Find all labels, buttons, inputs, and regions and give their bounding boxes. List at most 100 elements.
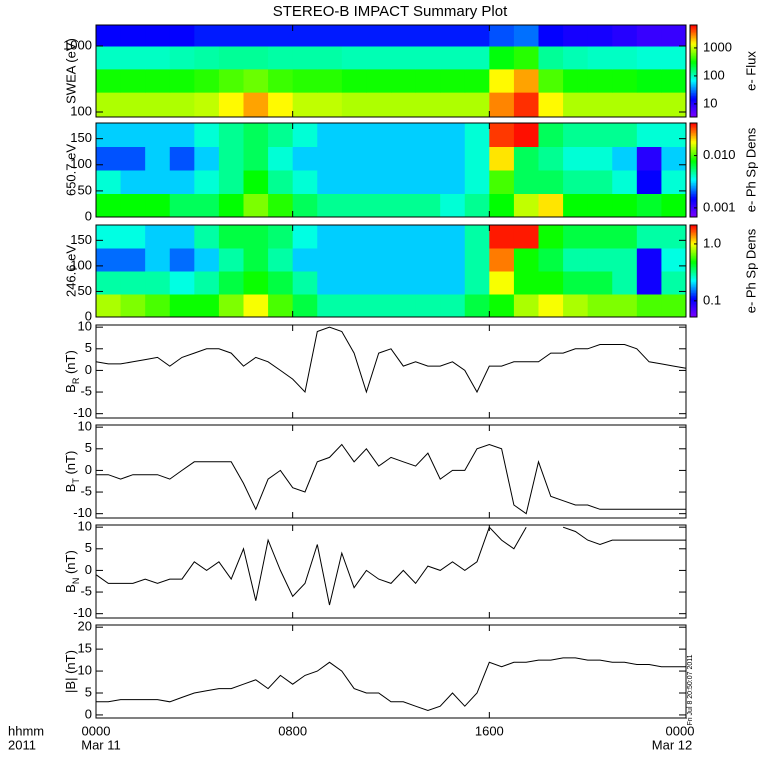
heatmap-cell — [243, 123, 269, 147]
heatmap-cell — [194, 146, 220, 171]
colorbar-swatch — [690, 174, 697, 177]
colorbar-swatch — [690, 64, 697, 67]
colorbar-swatch — [690, 173, 697, 176]
heatmap-cell — [169, 68, 195, 93]
colorbar-swatch — [690, 284, 697, 287]
heatmap-cell — [218, 193, 244, 218]
heatmap-cell — [538, 146, 564, 171]
heatmap-cell — [366, 248, 392, 272]
data-line — [96, 657, 686, 712]
colorbar-swatch — [690, 26, 697, 29]
colorbar-swatch — [690, 40, 697, 43]
colorbar-swatch — [690, 140, 697, 143]
panel-frame — [95, 324, 687, 419]
heatmap-cell — [218, 146, 244, 171]
colorbar-swatch — [690, 290, 697, 293]
heatmap-cell — [415, 225, 441, 249]
colorbar-swatch — [690, 58, 697, 61]
heatmap-cell — [538, 193, 564, 218]
heatmap-cell — [96, 271, 122, 295]
heatmap-cell — [612, 25, 638, 47]
colorbar-swatch — [690, 100, 697, 103]
colorbar-swatch — [690, 255, 697, 258]
heatmap-cell — [489, 248, 515, 272]
heatmap-cell — [145, 248, 171, 272]
heatmap-cell — [587, 92, 613, 118]
colorbar-swatch — [690, 246, 697, 249]
heatmap-cell — [341, 146, 367, 171]
colorbar-swatch — [690, 126, 697, 129]
heatmap-cell — [96, 25, 122, 47]
colorbar-swatch — [690, 295, 697, 298]
x-row-label: 2011 — [8, 737, 36, 752]
heatmap-cell — [292, 68, 318, 93]
colorbar-swatch — [690, 257, 697, 260]
heatmap-cell — [464, 170, 490, 194]
heatmap-cell — [563, 92, 589, 118]
y-tick-label: -10 — [73, 505, 92, 520]
y-axis-label-unit: (nT) — [63, 650, 78, 677]
heatmap-cell — [169, 225, 195, 249]
heatmap-cell — [391, 146, 417, 171]
colorbar-swatch — [690, 201, 697, 204]
heatmap-cell — [612, 225, 638, 249]
y-axis-label-unit: (nT) — [63, 451, 78, 478]
colorbar-swatch — [690, 138, 697, 141]
heatmap-cell — [612, 271, 638, 295]
heatmap-cell — [636, 271, 662, 295]
heatmap-cell — [391, 92, 417, 118]
heatmap-cell — [563, 45, 589, 70]
x-date-label: Mar 12 — [652, 737, 692, 752]
colorbar-swatch — [690, 195, 697, 198]
y-tick-label: 10 — [78, 662, 92, 677]
colorbar-swatch — [690, 313, 697, 316]
colorbar-swatch — [690, 109, 697, 112]
heatmap-cell — [415, 294, 441, 318]
heatmap-cell — [636, 92, 662, 118]
heatmap-cell — [96, 294, 122, 318]
colorbar-swatch — [690, 115, 697, 118]
colorbar-swatch — [690, 283, 697, 286]
data-line — [95, 526, 686, 606]
heatmap-cell — [341, 25, 367, 47]
heatmap-cell — [243, 294, 269, 318]
heatmap-cell — [538, 92, 564, 118]
colorbar-swatch — [690, 187, 697, 190]
colorbar-swatch — [690, 162, 697, 165]
colorbar-swatch — [690, 269, 697, 272]
colorbar-swatch — [690, 307, 697, 310]
heatmap-cell — [317, 170, 343, 194]
heatmap-cell — [120, 248, 146, 272]
colorbar-swatch — [690, 124, 697, 127]
y-tick-label: 150 — [70, 232, 92, 247]
heatmap-cell — [169, 170, 195, 194]
heatmap-cell — [169, 146, 195, 171]
heatmap-cell — [218, 170, 244, 194]
colorbar-swatch — [690, 37, 697, 40]
colorbar-swatch — [690, 54, 697, 57]
heatmap-cell — [96, 92, 122, 118]
heatmap-cell — [194, 225, 220, 249]
heatmap-cell — [612, 146, 638, 171]
x-tick-label: 0800 — [278, 723, 307, 738]
heatmap-cell — [391, 193, 417, 218]
y-tick-label: 0 — [85, 562, 92, 577]
heatmap-cell — [243, 68, 269, 93]
heatmap-cell — [563, 248, 589, 272]
colorbar-swatch — [690, 38, 697, 41]
colorbar-swatch — [690, 143, 697, 146]
heatmap-cell — [218, 271, 244, 295]
heatmap-cell — [563, 294, 589, 318]
y-tick-label: 0 — [85, 706, 92, 721]
heatmap-cell — [145, 68, 171, 93]
heatmap-cell — [464, 225, 490, 249]
colorbar-swatch — [690, 67, 697, 70]
heatmap-cell — [391, 25, 417, 47]
heatmap-cell — [145, 92, 171, 118]
heatmap-cell — [218, 294, 244, 318]
heatmap-cell — [513, 123, 539, 147]
heatmap-cell — [391, 123, 417, 147]
heatmap-cell — [612, 170, 638, 194]
colorbar-swatch — [690, 298, 697, 301]
